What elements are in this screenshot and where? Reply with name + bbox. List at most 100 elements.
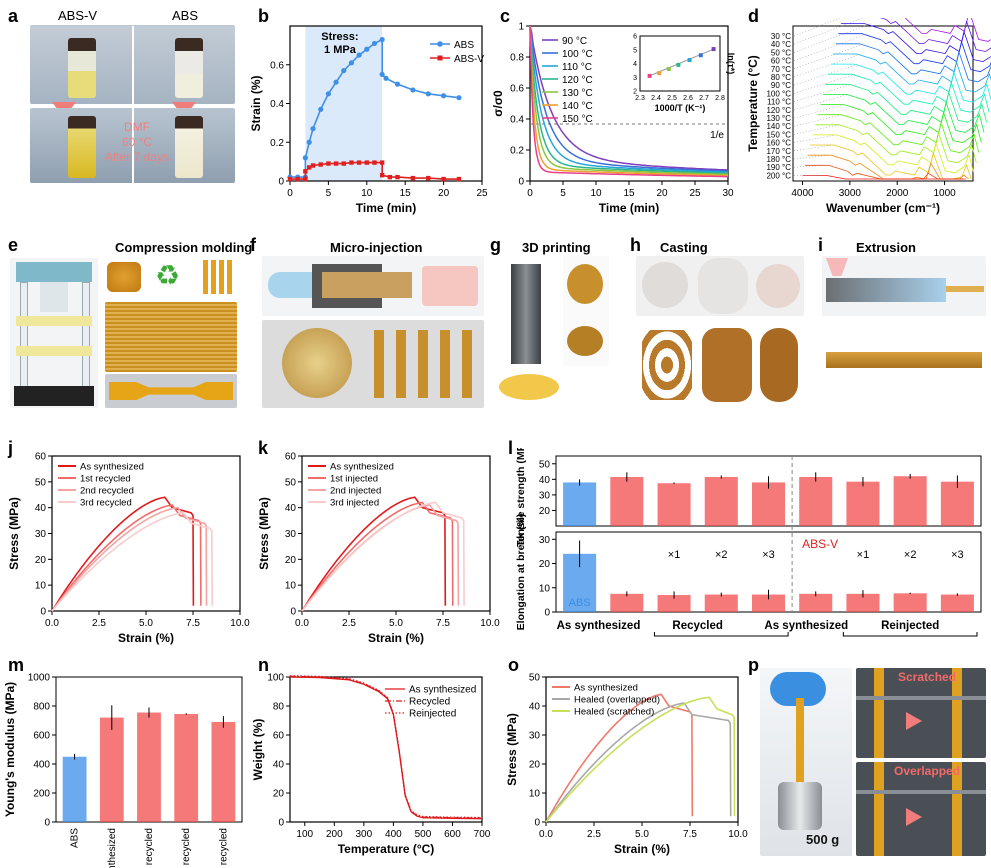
y-tick-label: 30 — [539, 535, 551, 546]
vial-absv — [68, 38, 96, 98]
y-tick-label: 50 — [285, 477, 297, 488]
x-axis-label: Time (min) — [356, 201, 416, 215]
tensile-bar — [752, 482, 785, 526]
x-tick-label: 7.5 — [186, 618, 200, 629]
group-label: As synthesized — [557, 620, 641, 632]
multiplier-label: ×1 — [857, 549, 870, 561]
inset-x-label: 1000/T (K⁻¹) — [655, 103, 706, 113]
y-axis-label: Young's modulus (MPa) — [3, 682, 17, 817]
y-tick-label: 0 — [544, 608, 550, 619]
arrow-right-icon — [906, 712, 922, 730]
y-tick-label: 0.8 — [510, 53, 524, 64]
y-axis-label: Stress (MPa) — [505, 713, 519, 786]
annotation-stress: Stress: — [321, 31, 358, 43]
vial-photo-top-row — [30, 26, 235, 104]
x-axis-label: Wavenumber (cm⁻¹) — [826, 201, 940, 215]
y-tick-label: 600 — [33, 731, 50, 742]
abs-label: ABS — [569, 597, 591, 609]
inset-data-point — [667, 67, 671, 71]
x-axis-label: Strain (%) — [368, 631, 424, 645]
data-point — [307, 165, 311, 169]
title-casting: Casting — [660, 240, 708, 255]
y-tick-label: 20 — [35, 555, 47, 566]
inset-y-tick-label: 4 — [633, 61, 637, 68]
y-tick-label: 30 — [529, 731, 541, 742]
weight-hanging-photo: 500 g — [760, 668, 852, 856]
data-point — [380, 173, 384, 177]
inset-data-point — [699, 53, 703, 57]
legend-label: Recycled — [409, 697, 450, 708]
x-tick-label: 10.0 — [480, 618, 500, 629]
data-point — [341, 68, 346, 73]
data-point — [307, 140, 312, 145]
y-tick-label: 20 — [529, 760, 541, 771]
press-illustration — [10, 258, 98, 408]
data-point — [326, 91, 331, 96]
x-axis-label: Time (min) — [599, 201, 659, 215]
legend-label: 130 °C — [562, 88, 593, 99]
group-label: As synthesized — [764, 620, 848, 632]
y-tick-label: 40 — [35, 503, 47, 514]
series-line — [290, 677, 482, 819]
spectrum-line — [828, 74, 989, 112]
y-tick-label: 0 — [278, 818, 284, 829]
series-line — [52, 513, 212, 611]
caption-solvent: DMF — [102, 120, 172, 135]
series-line — [302, 503, 464, 612]
category-label: ABS — [70, 828, 81, 848]
data-point — [426, 91, 431, 96]
panel-label-i: i — [818, 235, 823, 256]
data-point — [364, 47, 369, 52]
group-label: Reinjected — [881, 620, 939, 632]
spectrum-line — [826, 84, 987, 122]
legend-label: 100 °C — [562, 49, 593, 60]
data-point — [380, 160, 384, 164]
x-tick-label: 0 — [527, 188, 533, 199]
scratched-label: Scratched — [898, 670, 956, 684]
panel-label-e: e — [8, 235, 18, 256]
vial-abs-after — [175, 116, 203, 178]
vial-abs — [175, 38, 203, 98]
y-tick-label: 20 — [273, 789, 285, 800]
legend-label: ABS — [454, 40, 474, 51]
data-point — [311, 163, 315, 167]
x-tick-label: 15 — [400, 188, 412, 199]
legend-label: 1st recycled — [80, 474, 131, 485]
vial-photo-bottom-row: DMF 60 °C After 7 days — [30, 108, 235, 183]
tensile-bar — [799, 477, 832, 526]
data-point — [334, 161, 338, 165]
absv-label: ABS-V — [802, 537, 838, 551]
data-point — [318, 107, 323, 112]
y-tick-label: 40 — [539, 475, 551, 486]
legend-label: Healed (overlapped) — [574, 695, 660, 706]
chart-b: 0 5 10 15 20 2500.20.40.6Time (min)Strain (%)… — [250, 18, 490, 218]
spectrum-line — [810, 145, 971, 179]
multiplier-label: ×1 — [668, 549, 681, 561]
x-tick-label: 5.0 — [139, 618, 153, 629]
data-point — [333, 80, 338, 85]
series-line — [52, 505, 201, 611]
x-tick-label: 300 — [356, 829, 373, 840]
tensile-bar — [658, 483, 691, 526]
label-leader — [794, 34, 868, 61]
x-tick-label: 600 — [444, 829, 461, 840]
tensile-bar — [563, 482, 596, 526]
y-tick-label: 200 — [33, 789, 50, 800]
x-tick-label: 10.0 — [728, 829, 748, 840]
spectrum-line — [815, 125, 976, 163]
legend-label: Reinjected — [409, 709, 456, 720]
printer-nozzle-illustration — [495, 256, 561, 406]
x-tick-label: 3000 — [839, 188, 862, 199]
legend-label: As synthesized — [574, 683, 638, 694]
y-axis-label: Weight (%) — [251, 719, 265, 781]
x-tick-label: 0.0 — [45, 618, 59, 629]
chart-k: 0.0 2.5 5.0 7.5 10.00102030405060Strain (%)S… — [250, 448, 500, 648]
chart-j: 0.0 2.5 5.0 7.5 10.00102030405060Strain (%)S… — [0, 448, 250, 648]
legend-label: 110 °C — [562, 62, 592, 73]
modulus-bar — [174, 714, 198, 822]
arrow-right-icon — [906, 808, 922, 826]
legend-label: 3rd injected — [330, 498, 379, 509]
elongation-bar — [610, 594, 643, 612]
data-point — [380, 37, 385, 42]
inset-data-point — [712, 47, 716, 51]
